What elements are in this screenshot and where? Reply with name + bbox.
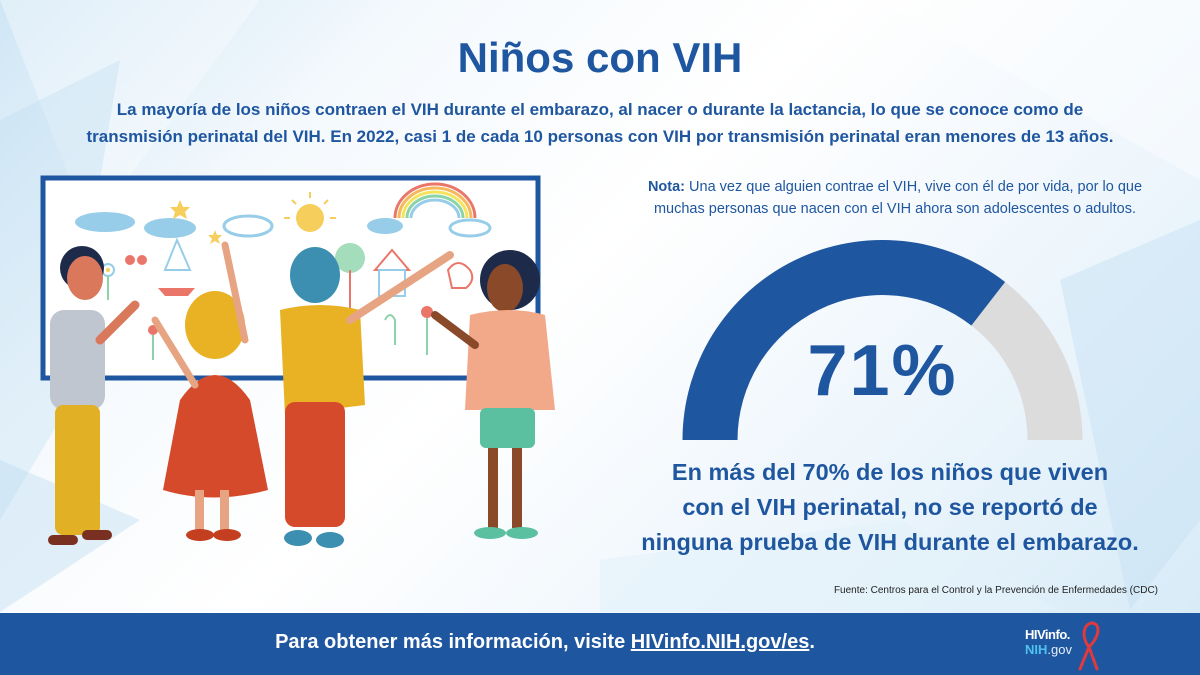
note-text: Nota: Una vez que alguien contrae el VIH…: [600, 176, 1190, 220]
red-ribbon-icon: [1078, 621, 1100, 671]
child-1: [48, 246, 140, 545]
child-2: [151, 241, 268, 541]
logo-text-hivinfo: HIVinfo.: [1025, 627, 1070, 642]
gauge-fill: [682, 240, 1006, 440]
intro-line-1: La mayoría de los niños contraen el VIH …: [116, 100, 1084, 119]
logo-text-nihgov: NIH.gov: [1025, 642, 1072, 657]
stat-line-2: con el VIH perinatal, no se reportó de: [682, 494, 1098, 520]
children-drawing-illustration: [40, 175, 555, 548]
child-4: [431, 250, 555, 539]
intro-text: La mayoría de los niños contraen el VIH …: [30, 96, 1170, 150]
note-label: Nota:: [647, 179, 686, 195]
stat-text: En más del 70% de los niños que viven co…: [600, 455, 1180, 560]
percentage-gauge: [682, 240, 1083, 440]
child-3: [280, 247, 454, 548]
board-drawings: [75, 182, 492, 360]
note-line-2: muchas personas que nacen con el VIH aho…: [653, 201, 1137, 217]
hivinfo-link[interactable]: HIVinfo.NIH.gov/es: [630, 631, 810, 653]
page-title: Niños con VIH: [457, 34, 743, 81]
gauge-value: 71%: [807, 331, 958, 411]
source-citation: Fuente: Centros para el Control y la Pre…: [833, 585, 1158, 596]
stat-line-3: ninguna prueba de VIH durante el embaraz…: [641, 529, 1139, 555]
note-line-1: Nota: Una vez que alguien contrae el VIH…: [647, 179, 1143, 195]
hivinfo-logo[interactable]: HIVinfo. NIH.gov: [1025, 619, 1105, 671]
stat-line-1: En más del 70% de los niños que viven: [671, 459, 1109, 485]
footer-bar: Para obtener más información, visite HIV…: [0, 613, 1200, 675]
intro-line-2: transmisión perinatal del VIH. En 2022, …: [86, 127, 1114, 146]
footer-text: Para obtener más información, visite HIV…: [275, 631, 815, 653]
